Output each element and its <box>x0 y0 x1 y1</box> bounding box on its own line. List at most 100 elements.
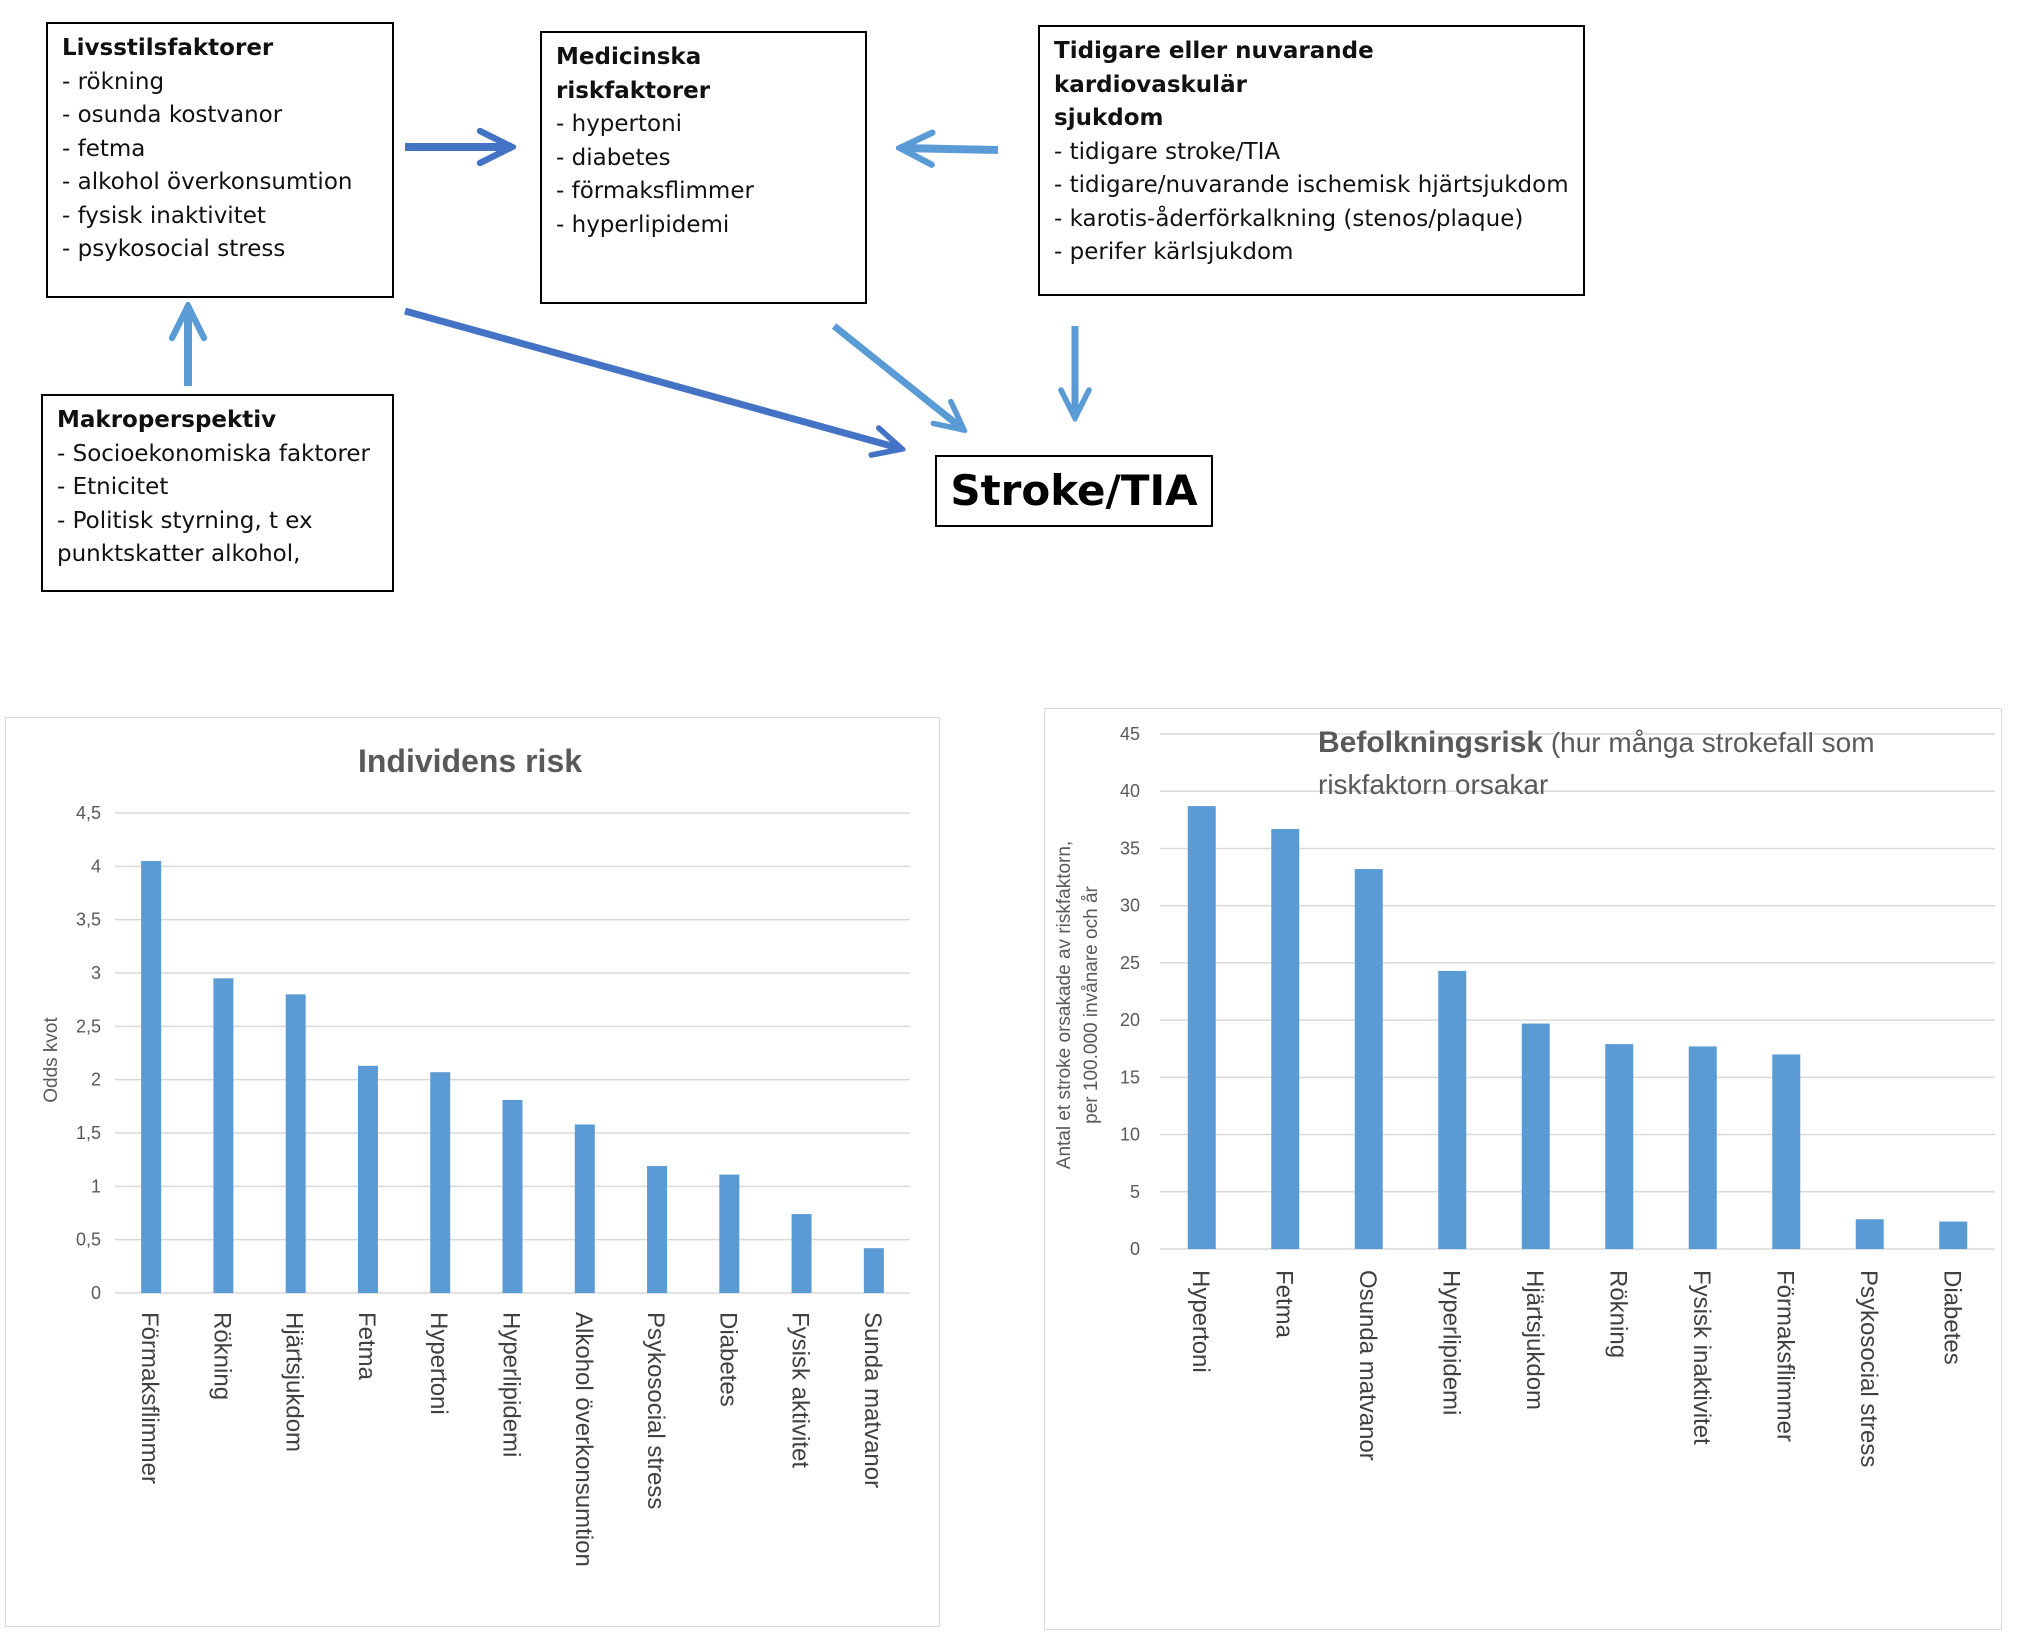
bar-hypertoni <box>1187 806 1216 1249</box>
list-item: - karotis-åderförkalkning (stenos/plaque… <box>1054 205 1524 232</box>
y-tick-label: 0 <box>91 1283 101 1303</box>
category-label: Psykosocial stress <box>642 1312 669 1509</box>
list-item: - fysisk inaktivitet <box>62 202 266 229</box>
medical-risk-factors-box: Medicinska riskfaktorer - hypertoni - di… <box>540 31 867 304</box>
y-tick-label: 3 <box>91 963 101 983</box>
category-label: Alkohol överkonsumtion <box>570 1312 597 1567</box>
category-labels: Förmaksflimmer Rökning Hjärtsjukdom Fetma Hy… <box>136 1312 886 1567</box>
bar-hjärtsjukdom <box>285 994 306 1293</box>
y-tick-label: 25 <box>1120 953 1140 973</box>
medical-list: - hypertoni - diabetes - förmaksflimmer … <box>556 108 851 242</box>
lifestyle-list: - rökning - osunda kostvanor - fetma - a… <box>62 66 378 267</box>
y-axis-label-line2: per 100.000 invånare och år <box>1081 885 1102 1123</box>
cardio-title-line1: Tidigare eller nuvarande kardiovaskulär <box>1054 38 1374 98</box>
category-label: Hjärtsjukdom <box>281 1312 308 1452</box>
bar-alkohol-överkonsumtion <box>574 1124 595 1293</box>
category-label: Rökning <box>1604 1270 1631 1358</box>
category-label: Fysisk aktivitet <box>787 1312 814 1468</box>
bars <box>1187 806 1968 1249</box>
category-label: Hypertoni <box>1187 1270 1214 1373</box>
bar-sunda-matvanor <box>863 1248 884 1293</box>
arrow-cardio-to-medical <box>900 148 999 150</box>
list-item: - tidigare/nuvarande ischemisk hjärtsjuk… <box>1054 172 1569 198</box>
y-tick-labels: 0 5 10 15 20 25 30 35 40 45 <box>1120 724 1140 1259</box>
list-item: - tidigare stroke/TIA <box>1054 138 1281 165</box>
category-label: Diabetes <box>1938 1270 1965 1365</box>
y-tick-label: 5 <box>1130 1182 1140 1202</box>
arrow-medical-to-stroke <box>831 323 964 430</box>
category-label: Förmaksflimmer <box>136 1312 163 1484</box>
bar-fetma <box>1271 828 1300 1249</box>
chart-title: Befolkningsrisk (hur många strokefall so… <box>1318 726 1875 759</box>
y-tick-label: 10 <box>1120 1125 1140 1145</box>
y-tick-label: 1 <box>91 1176 101 1196</box>
list-item: - perifer kärlsjukdom <box>1054 239 1294 265</box>
list-item: - hypertoni <box>556 111 683 137</box>
y-tick-label: 45 <box>1120 724 1140 744</box>
y-tick-label: 4 <box>91 856 101 876</box>
lifestyle-factors-box: Livsstilsfaktorer - rökning - osunda kos… <box>46 22 394 298</box>
bar-fysisk-aktivitet <box>791 1214 812 1293</box>
cardio-title-line2: sjukdom <box>1054 105 1164 131</box>
category-label: Hyperlipidemi <box>1437 1270 1464 1415</box>
category-label: Psykosocial stress <box>1855 1270 1882 1467</box>
list-item: - Etnicitet <box>57 474 169 500</box>
list-item: - hyperlipidemi <box>556 211 730 238</box>
arrow-lifestyle-to-stroke <box>404 307 902 449</box>
y-tick-label: 0,5 <box>76 1230 101 1250</box>
stroke-tia-box: Stroke/TIA <box>935 455 1213 527</box>
y-tick-labels: 0 0,5 1 1,5 2 2,5 3 3,5 4 4,5 <box>76 803 101 1303</box>
list-item: - diabetes <box>556 144 671 171</box>
category-label: Hypertoni <box>425 1312 452 1415</box>
macro-list: - Socioekonomiska faktorer - Etnicitet -… <box>57 438 378 572</box>
category-label: Osunda matvanor <box>1354 1270 1381 1461</box>
bars <box>141 861 884 1293</box>
medical-title: Medicinska riskfaktorer <box>556 44 711 104</box>
bar-osunda-matvanor <box>1354 869 1383 1249</box>
lifestyle-title: Livsstilsfaktorer <box>62 35 274 61</box>
bar-förmaksflimmer <box>141 861 162 1293</box>
y-tick-label: 3,5 <box>76 910 101 930</box>
bar-diabetes <box>719 1174 740 1293</box>
category-label: Förmaksflimmer <box>1771 1270 1798 1442</box>
y-tick-label: 15 <box>1120 1067 1140 1087</box>
category-label: Sunda matvanor <box>859 1312 886 1488</box>
macro-title: Makroperspektiv <box>57 407 277 433</box>
bar-psykosocial-stress <box>647 1166 668 1293</box>
category-label: Fetma <box>353 1312 380 1381</box>
y-tick-label: 40 <box>1120 781 1140 801</box>
category-label: Fysisk inaktivitet <box>1688 1270 1715 1445</box>
stroke-tia-label: Stroke/TIA <box>950 466 1198 516</box>
bar-hjärtsjukdom <box>1521 1023 1550 1249</box>
bar-psykosocial-stress <box>1855 1219 1884 1249</box>
bar-hyperlipidemi <box>502 1099 523 1293</box>
bar-fetma <box>357 1065 378 1293</box>
category-label: Hyperlipidemi <box>498 1312 525 1457</box>
chart-subtitle-part2: riskfaktorn orsakar <box>1318 769 1548 800</box>
list-item: - rökning <box>62 68 165 95</box>
bar-hypertoni <box>430 1072 451 1293</box>
bar-fysisk-inaktivitet <box>1688 1046 1717 1249</box>
cardiovascular-disease-box: Tidigare eller nuvarande kardiovaskulär … <box>1038 25 1585 296</box>
y-tick-label: 2 <box>91 1070 101 1090</box>
y-tick-label: 20 <box>1120 1010 1140 1030</box>
y-tick-label: 0 <box>1130 1239 1140 1259</box>
y-tick-label: 30 <box>1120 896 1140 916</box>
category-label: Fetma <box>1270 1270 1297 1339</box>
y-tick-label: 4,5 <box>76 803 101 823</box>
bar-hyperlipidemi <box>1438 970 1467 1249</box>
y-axis-label: Odds kvot <box>41 1017 62 1103</box>
chart-subtitle-part1: (hur många strokefall som <box>1543 727 1874 758</box>
list-item: - förmaksflimmer <box>556 178 754 204</box>
list-item: - osunda kostvanor <box>62 102 283 128</box>
list-item: - alkohol överkonsumtion <box>62 169 353 195</box>
bar-förmaksflimmer <box>1772 1054 1801 1249</box>
list-item: - fetma <box>62 135 146 162</box>
category-label: Diabetes <box>714 1312 741 1407</box>
category-label: Hjärtsjukdom <box>1521 1270 1548 1410</box>
macro-perspective-box: Makroperspektiv - Socioekonomiska faktor… <box>41 394 394 592</box>
bar-rökning <box>213 978 234 1293</box>
